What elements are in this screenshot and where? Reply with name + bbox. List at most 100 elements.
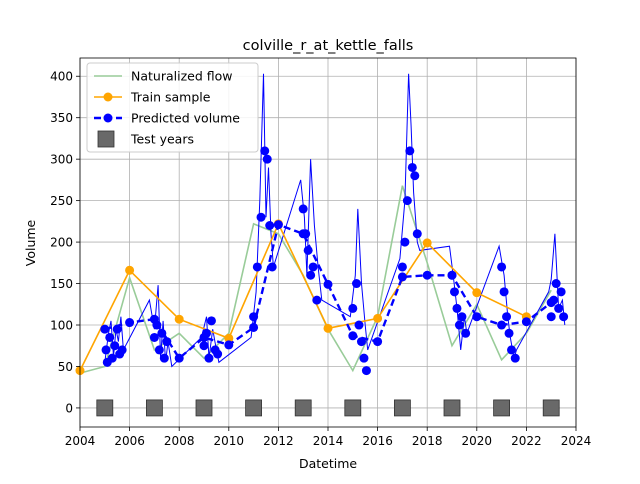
y-tick-label: 400 <box>50 70 73 84</box>
predicted-volume-point <box>559 312 569 322</box>
predicted-volume-point <box>400 237 410 247</box>
x-tick-label: 2020 <box>462 434 493 448</box>
legend: Naturalized flow Train sample Predicted vo… <box>86 62 259 153</box>
predicted-volume-point <box>152 320 162 330</box>
predicted-volume-point <box>256 212 266 222</box>
predicted-volume-point <box>303 245 313 255</box>
predicted-volume-point <box>397 272 407 282</box>
predicted-volume-point <box>521 317 531 327</box>
predicted-volume-point <box>497 262 507 272</box>
predicted-volume-point <box>410 171 420 181</box>
y-tick-label: 200 <box>50 236 73 250</box>
predicted-volume-point <box>354 320 364 330</box>
predicted-volume-point <box>199 341 209 351</box>
predicted-volume-point <box>499 287 509 297</box>
predicted-volume-point <box>100 324 110 334</box>
predicted-volume-point <box>249 322 259 332</box>
y-tick-label: 300 <box>50 153 73 167</box>
test-year-marker <box>493 399 511 417</box>
predicted-volume-point <box>201 328 211 338</box>
predicted-volume-point <box>504 328 514 338</box>
predicted-volume-point <box>260 146 270 156</box>
x-tick-label: 2012 <box>263 434 294 448</box>
predicted-volume-point <box>352 279 362 289</box>
predicted-volume-point <box>306 270 316 280</box>
y-axis-label: Volume <box>23 219 38 266</box>
predicted-volume-point <box>213 349 223 359</box>
series-train-sample <box>79 221 527 371</box>
predicted-volume-point <box>361 366 371 376</box>
predicted-volume-point <box>323 279 333 289</box>
predicted-volume-point <box>298 204 308 214</box>
predicted-volume-point <box>546 312 556 322</box>
y-tick-label: 50 <box>58 360 73 374</box>
legend-item: Predicted volume <box>94 111 240 126</box>
predicted-volume-point <box>107 353 117 363</box>
train-sample-point <box>125 265 135 275</box>
test-year-marker <box>96 399 114 417</box>
predicted-volume-point <box>497 320 507 330</box>
predicted-volume-point <box>224 340 234 350</box>
x-tick-label: 2014 <box>313 434 344 448</box>
train-sample-point <box>472 288 482 298</box>
predicted-volume-point <box>356 337 366 347</box>
y-tick-label: 100 <box>50 319 73 333</box>
predicted-volume-point <box>359 353 369 363</box>
test-year-marker <box>344 399 362 417</box>
predicted-volume-point <box>265 221 275 231</box>
predicted-volume-point <box>502 312 512 322</box>
predicted-volume-point <box>112 324 122 334</box>
predicted-volume-point <box>348 331 358 341</box>
train-sample-point <box>373 313 383 323</box>
predicted-volume-point <box>461 328 471 338</box>
x-tick-label: 2024 <box>561 434 592 448</box>
test-year-marker <box>393 399 411 417</box>
predicted-volume-point <box>273 220 283 230</box>
test-year-marker <box>542 399 560 417</box>
predicted-volume-point <box>554 303 564 313</box>
predicted-volume-point <box>204 353 214 363</box>
predicted-volume-point <box>267 262 277 272</box>
predicted-volume-point <box>373 337 383 347</box>
predicted-volume-point <box>157 328 167 338</box>
y-tick-label: 0 <box>65 401 73 415</box>
legend-box <box>86 62 259 153</box>
predicted-volume-point <box>510 353 520 363</box>
x-tick-label: 2022 <box>511 434 542 448</box>
axis-ticks: 2004 2006 2008 2010 2012 2014 2016 2018 2020 2022… <box>50 70 591 448</box>
predicted-volume-point <box>402 196 412 206</box>
predicted-volume-point <box>551 279 561 289</box>
test-year-marker <box>443 399 461 417</box>
legend-item: Test years <box>97 130 194 148</box>
predicted-volume-point <box>452 303 462 313</box>
predicted-volume-point <box>407 162 417 172</box>
legend-marker <box>103 113 113 123</box>
legend-label: Naturalized flow <box>131 69 232 84</box>
predicted-volume-point <box>174 353 184 363</box>
predicted-volume-point <box>507 345 517 355</box>
predicted-volume-point <box>252 262 262 272</box>
predicted-volume-point <box>125 318 135 328</box>
predicted-volume-point <box>308 262 318 272</box>
predicted-volume-point <box>348 303 358 313</box>
predicted-volume-point <box>159 353 169 363</box>
legend-item: Train sample <box>94 90 211 105</box>
chart-title: colville_r_at_kettle_falls <box>243 38 414 54</box>
predicted-volume-point <box>149 332 159 342</box>
predicted-volume-point <box>105 332 115 342</box>
legend-item: Naturalized flow <box>94 69 232 84</box>
test-year-marker <box>245 399 263 417</box>
predicted-volume-point <box>405 146 415 156</box>
test-year-marker <box>195 399 213 417</box>
predicted-volume-point <box>117 345 127 355</box>
predicted-volume-point <box>249 312 259 322</box>
train-sample-point <box>174 314 184 324</box>
x-tick-label: 2006 <box>114 434 145 448</box>
predicted-volume-point <box>312 295 322 305</box>
legend-label: Predicted volume <box>131 111 240 126</box>
predicted-volume-point <box>454 320 464 330</box>
train-sample-point <box>224 333 234 343</box>
predicted-volume-point <box>397 262 407 272</box>
